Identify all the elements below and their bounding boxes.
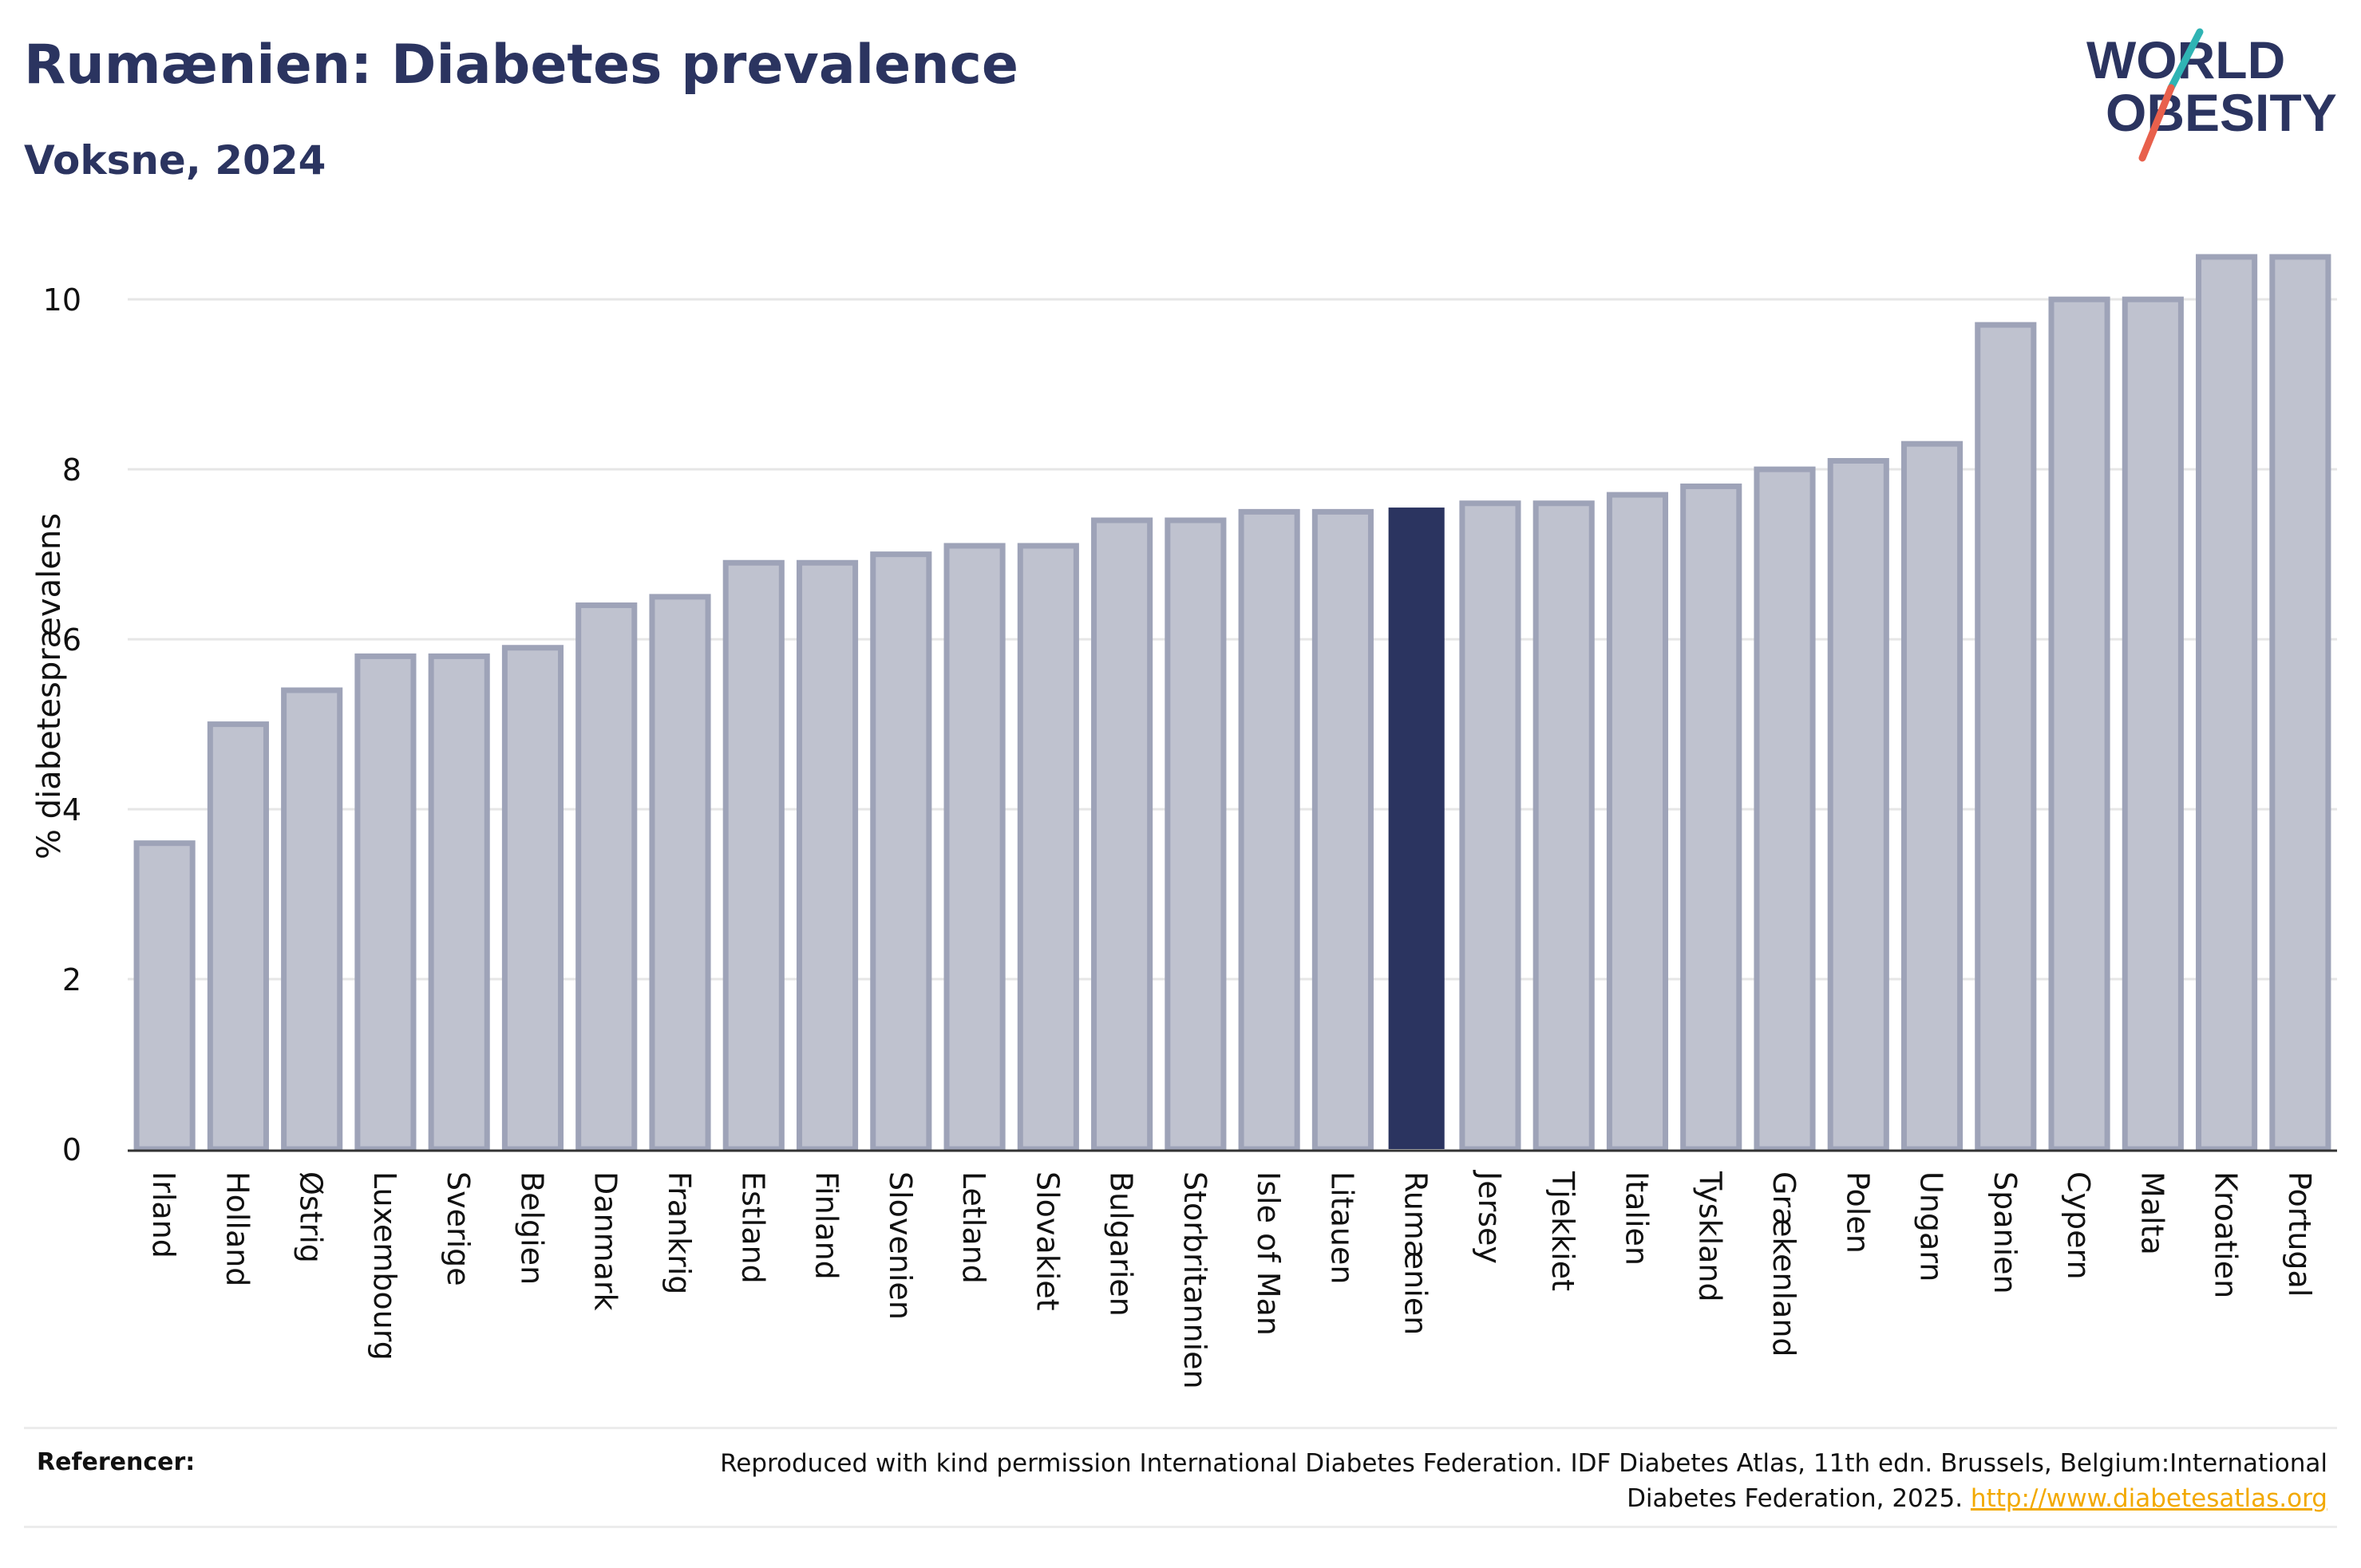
bar xyxy=(2196,254,2258,1152)
bar xyxy=(428,653,490,1152)
bar xyxy=(2269,254,2331,1152)
x-tick-label: Ungarn xyxy=(1914,1171,1949,1282)
x-tick-label: Litauen xyxy=(1324,1171,1359,1284)
chart-title: Rumænien: Diabetes prevalence xyxy=(24,34,1019,97)
x-tick-label: Slovenien xyxy=(883,1171,918,1320)
bar xyxy=(1459,500,1521,1152)
y-tick-label: 10 xyxy=(43,282,81,318)
divider-top xyxy=(24,1427,2337,1429)
bar xyxy=(722,559,785,1152)
x-tick-label: Holland xyxy=(219,1171,255,1286)
y-tick-label: 0 xyxy=(62,1132,81,1167)
x-tick-label: Luxembourg xyxy=(367,1171,402,1361)
divider-bottom xyxy=(24,1526,2337,1528)
logo-slash-red xyxy=(2138,84,2175,162)
bar xyxy=(943,543,1006,1152)
x-tick-label: Spanien xyxy=(1987,1171,2023,1294)
x-tick-label: Østrig xyxy=(294,1171,329,1263)
bar xyxy=(870,551,932,1152)
bar xyxy=(1900,440,1964,1152)
bar xyxy=(1165,517,1227,1152)
bar xyxy=(1532,500,1595,1152)
bar xyxy=(207,721,269,1152)
bar xyxy=(1606,492,1669,1152)
y-tick-label: 2 xyxy=(62,962,81,997)
bar xyxy=(649,594,711,1152)
x-tick-label: Kroatien xyxy=(2209,1171,2244,1298)
bar-chart: 0 2 4 6 8 10 Irland Holland Østrig Luxembourg Sver… xyxy=(43,254,2337,1389)
x-tick-label: Grækenland xyxy=(1766,1171,1801,1357)
bar xyxy=(1975,322,2037,1152)
bar xyxy=(1238,508,1300,1152)
references-text: Reproduced with kind permission Internat… xyxy=(611,1446,2327,1516)
x-tick-label: Slovakiet xyxy=(1030,1171,1065,1311)
references-body: Reproduced with kind permission Internat… xyxy=(720,1449,2327,1513)
bar xyxy=(2048,296,2110,1152)
x-tick-label: Sverige xyxy=(441,1171,476,1286)
x-tick-label: Finland xyxy=(809,1171,844,1280)
x-tick-label: Isle of Man xyxy=(1251,1171,1286,1336)
world-obesity-logo: WORLD OBESITY xyxy=(2086,28,2337,162)
x-tick-label: Polen xyxy=(1840,1171,1875,1254)
bar xyxy=(501,645,564,1152)
x-tick-label: Frankrig xyxy=(662,1171,697,1294)
chart-subtitle: Voksne, 2024 xyxy=(24,137,326,184)
bar xyxy=(1311,508,1374,1152)
y-tick-label: 8 xyxy=(62,452,81,488)
x-tick-label: Danmark xyxy=(588,1171,623,1311)
x-tick-label: Letland xyxy=(956,1171,991,1284)
x-tick-label: Estland xyxy=(735,1171,770,1284)
bar xyxy=(1017,543,1079,1152)
x-tick-label: Jersey xyxy=(1472,1170,1507,1264)
bar xyxy=(354,653,417,1152)
logo-slash-teal xyxy=(2167,28,2204,92)
logo-line2: OBESITY xyxy=(2106,83,2337,142)
bar xyxy=(796,559,859,1152)
y-tick-label: 6 xyxy=(62,622,81,658)
x-tick-label: Bulgarien xyxy=(1104,1171,1139,1317)
x-tick-label: Malta xyxy=(2134,1171,2169,1255)
bar xyxy=(575,602,638,1152)
y-axis-label: % diabetesprævalens xyxy=(31,512,68,860)
x-tick-label: Portugal xyxy=(2282,1171,2317,1297)
x-tick-label: Irland xyxy=(146,1171,181,1258)
x-tick-label: Storbritannien xyxy=(1177,1171,1212,1389)
bar xyxy=(1827,458,1889,1152)
bar xyxy=(1754,466,1816,1152)
x-tick-label: Italien xyxy=(1619,1171,1654,1266)
x-tick-label: Belgien xyxy=(514,1171,549,1285)
bar xyxy=(1091,517,1153,1152)
x-tick-label: Cypern xyxy=(2061,1171,2096,1280)
x-tick-label: Tjekkiet xyxy=(1545,1171,1580,1291)
bar-highlighted xyxy=(1388,508,1445,1149)
bar xyxy=(1680,483,1742,1152)
x-tick-label: Tyskland xyxy=(1693,1171,1728,1302)
x-tick-label: Rumænien xyxy=(1398,1171,1434,1335)
bar xyxy=(2122,296,2184,1152)
references-link[interactable]: http://www.diabetesatlas.org xyxy=(1970,1484,2327,1513)
bar xyxy=(281,687,343,1152)
y-tick-label: 4 xyxy=(62,792,81,827)
bar xyxy=(133,840,196,1152)
references-label: Referencer: xyxy=(37,1448,196,1476)
